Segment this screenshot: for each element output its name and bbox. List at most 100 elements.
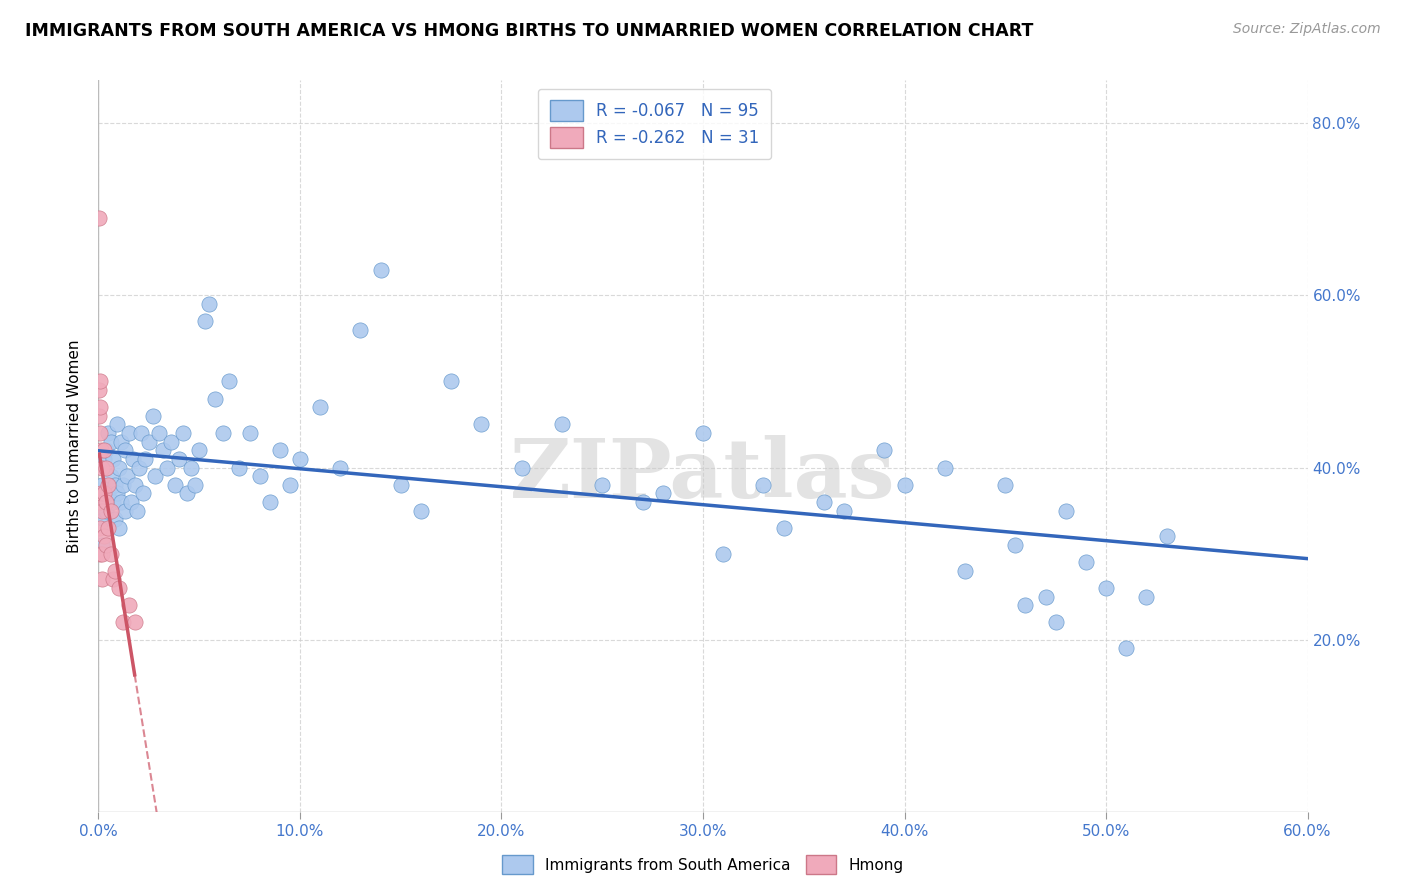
Point [329, 460, 352, 475]
Point [172, 426, 194, 441]
Point [1095, 581, 1118, 595]
Point [91, 503, 114, 517]
Point [692, 426, 714, 441]
Point [96, 443, 118, 458]
Point [91, 547, 114, 561]
Point [107, 521, 129, 535]
Point [90, 443, 112, 458]
Point [370, 262, 392, 277]
Text: ZIPatlas: ZIPatlas [510, 435, 896, 516]
Point [152, 443, 174, 458]
Point [510, 460, 533, 475]
Point [96, 503, 118, 517]
Point [110, 434, 132, 449]
Point [91, 538, 114, 552]
Point [873, 443, 896, 458]
Point [105, 417, 128, 432]
Point [89, 426, 111, 441]
Point [115, 469, 138, 483]
Point [269, 443, 291, 458]
Point [1004, 538, 1026, 552]
Legend: R = -0.067   N = 95, R = -0.262   N = 31: R = -0.067 N = 95, R = -0.262 N = 31 [538, 88, 772, 160]
Point [204, 392, 226, 406]
Y-axis label: Births to Unmarried Women: Births to Unmarried Women [67, 339, 83, 553]
Point [89, 547, 111, 561]
Point [103, 477, 125, 491]
Point [107, 581, 129, 595]
Point [100, 503, 122, 517]
Point [143, 469, 166, 483]
Point [249, 469, 271, 483]
Point [93, 529, 115, 543]
Point [114, 443, 136, 458]
Point [440, 375, 463, 389]
Point [349, 323, 371, 337]
Point [128, 460, 150, 475]
Point [97, 521, 120, 535]
Point [752, 477, 775, 491]
Point [309, 401, 332, 415]
Point [96, 460, 118, 475]
Point [91, 477, 114, 491]
Point [259, 495, 281, 509]
Point [100, 469, 122, 483]
Point [121, 451, 143, 466]
Point [103, 564, 125, 578]
Point [89, 521, 111, 535]
Point [101, 573, 124, 587]
Point [101, 451, 124, 466]
Point [93, 512, 115, 526]
Point [651, 486, 673, 500]
Point [89, 211, 111, 225]
Point [100, 547, 122, 561]
Point [813, 495, 835, 509]
Point [120, 495, 142, 509]
Point [184, 477, 207, 491]
Point [239, 426, 262, 441]
Point [93, 451, 115, 466]
Point [89, 401, 111, 415]
Point [212, 426, 235, 441]
Point [194, 314, 217, 328]
Point [93, 486, 115, 500]
Point [96, 538, 118, 552]
Point [91, 573, 114, 587]
Point [111, 615, 134, 630]
Point [101, 495, 124, 509]
Point [89, 495, 111, 509]
Point [1035, 590, 1057, 604]
Text: IMMIGRANTS FROM SOUTH AMERICA VS HMONG BIRTHS TO UNMARRIED WOMEN CORRELATION CHA: IMMIGRANTS FROM SOUTH AMERICA VS HMONG B… [25, 22, 1033, 40]
Point [198, 297, 221, 311]
Point [91, 460, 114, 475]
Point [96, 495, 118, 509]
Point [89, 409, 111, 423]
Point [1115, 641, 1137, 656]
Point [470, 417, 492, 432]
Point [953, 564, 976, 578]
Point [1156, 529, 1178, 543]
Point [129, 426, 152, 441]
Point [218, 375, 240, 389]
Point [167, 451, 190, 466]
Point [631, 495, 654, 509]
Point [711, 547, 734, 561]
Point [278, 477, 301, 491]
Point [100, 434, 122, 449]
Point [832, 503, 855, 517]
Point [105, 486, 128, 500]
Point [111, 477, 134, 491]
Point [551, 417, 574, 432]
Point [156, 460, 179, 475]
Point [124, 477, 146, 491]
Point [163, 477, 186, 491]
Point [893, 477, 915, 491]
Point [107, 460, 129, 475]
Point [124, 615, 146, 630]
Point [288, 451, 311, 466]
Point [97, 477, 120, 491]
Point [228, 460, 250, 475]
Point [1014, 598, 1036, 612]
Point [134, 451, 156, 466]
Point [103, 512, 125, 526]
Legend: Immigrants from South America, Hmong: Immigrants from South America, Hmong [496, 849, 910, 880]
